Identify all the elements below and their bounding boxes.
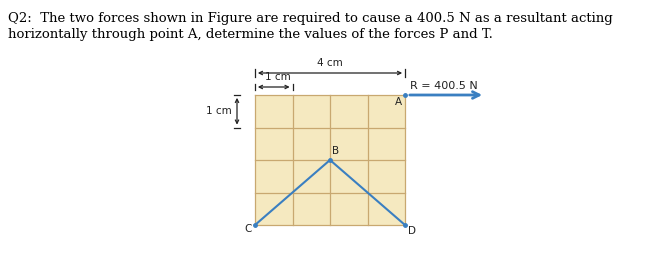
Text: A: A xyxy=(395,97,402,107)
Text: C: C xyxy=(245,224,252,234)
Text: Q2:  The two forces shown in Figure are required to cause a 400.5 N as a resulta: Q2: The two forces shown in Figure are r… xyxy=(8,12,613,25)
Text: D: D xyxy=(408,226,416,236)
Text: 1 cm: 1 cm xyxy=(265,72,290,82)
Bar xyxy=(255,95,405,225)
Text: R = 400.5 N: R = 400.5 N xyxy=(410,81,478,91)
Text: B: B xyxy=(332,146,339,156)
Text: 1 cm: 1 cm xyxy=(206,106,232,116)
Text: horizontally through point A, determine the values of the forces P and T.: horizontally through point A, determine … xyxy=(8,28,493,41)
Text: 4 cm: 4 cm xyxy=(317,58,343,68)
